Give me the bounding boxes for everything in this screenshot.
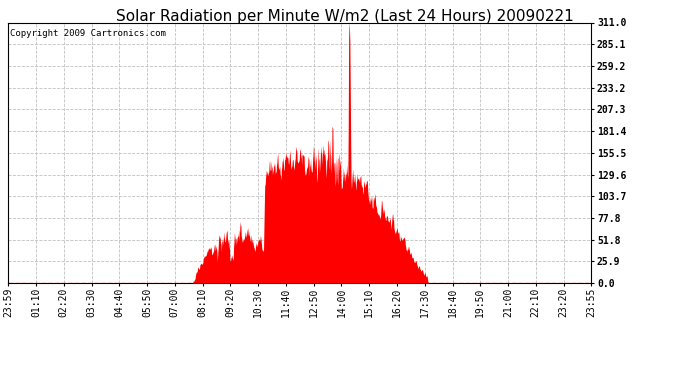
Text: Copyright 2009 Cartronics.com: Copyright 2009 Cartronics.com: [10, 29, 166, 38]
Text: Solar Radiation per Minute W/m2 (Last 24 Hours) 20090221: Solar Radiation per Minute W/m2 (Last 24…: [116, 9, 574, 24]
